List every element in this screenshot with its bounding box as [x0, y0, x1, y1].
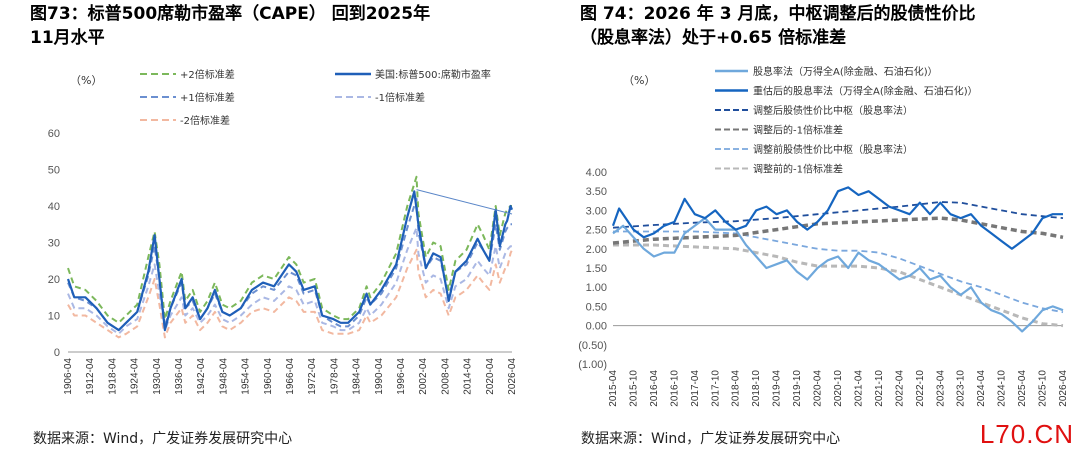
right-title-line2: （股息率法）处于+0.65 倍标准差	[580, 28, 847, 48]
right-y-tick-10: (1.00)	[578, 359, 607, 371]
right-x-tick-6: 2018-04	[731, 370, 742, 407]
left-x-tick-20: 2026-04	[507, 358, 518, 395]
left-x-tick-8: 1954-04	[241, 358, 252, 395]
left-x-tick-15: 1996-04	[396, 358, 407, 395]
left-series-line-0	[66, 190, 514, 332]
left-series-line-4	[67, 248, 513, 339]
right-x-tick-8: 2019-04	[772, 370, 783, 407]
left-x-tick-7: 1948-04	[218, 358, 229, 395]
left-y-tick-2: 20	[48, 274, 60, 286]
left-x-tick-5: 1936-04	[174, 358, 185, 395]
right-x-tick-17: 2023-10	[956, 370, 967, 407]
right-legend-label-4: 调整前股债性价比中枢（股息率法）	[753, 143, 913, 156]
right-x-tick-9: 2019-10	[792, 370, 803, 407]
cape-chart: （%） 0 10 20 30 40 50 60 1906-04 1912-04 1918-04 192…	[48, 68, 518, 395]
left-series-line-1	[67, 175, 512, 324]
left-x-tick-3: 1924-04	[130, 358, 141, 395]
right-source: 数据来源：Wind，广发证券发展研究中心	[581, 431, 841, 447]
right-legend-label-3: 调整后的-1倍标准差	[753, 124, 843, 137]
right-series-line-1	[611, 186, 1063, 250]
left-y-tick-4: 40	[48, 201, 60, 213]
left-source: 数据来源：Wind，广发证券发展研究中心	[33, 431, 293, 447]
right-x-tick-11: 2020-10	[833, 370, 844, 407]
left-y-tick-3: 30	[48, 238, 60, 250]
right-x-tick-16: 2023-04	[935, 370, 946, 407]
right-x-tick-1: 2015-10	[628, 370, 639, 407]
right-legend-label-2: 调整后股债性价比中枢（股息率法）	[753, 104, 913, 117]
right-y-tick-6: 1.00	[586, 282, 607, 294]
left-legend-label-4: -2倍标准差	[180, 114, 230, 127]
left-x-tick-12: 1978-04	[329, 358, 340, 395]
right-y-tick-9: (0.50)	[578, 340, 607, 352]
watermark-logo: L70.CN	[979, 419, 1074, 449]
left-series-line-5	[416, 189, 513, 215]
right-x-tick-3: 2016-10	[669, 370, 680, 407]
right-x-tick-12: 2021-04	[853, 370, 864, 407]
right-x-tick-5: 2017-10	[710, 370, 721, 407]
left-x-tick-13: 1984-04	[352, 358, 363, 395]
right-title-line1: 图 74：2026 年 3 月底，中枢调整后的股债性价比	[580, 4, 976, 24]
right-panel: 图 74：2026 年 3 月底，中枢调整后的股债性价比 （股息率法）处于+0.…	[565, 0, 1080, 453]
right-legend-label-5: 调整前的-1倍标准差	[753, 163, 843, 176]
right-x-tick-15: 2022-10	[915, 370, 926, 407]
left-x-tick-19: 2020-04	[485, 358, 496, 395]
left-panel: 图73：标普500席勒市盈率（CAPE） 回到2025年 11月水平 （%） 0 1…	[30, 2, 530, 447]
left-x-tick-18: 2014-04	[463, 358, 474, 395]
right-y-tick-2: 3.00	[586, 205, 607, 217]
right-x-tick-18: 2024-04	[976, 370, 987, 407]
right-series-line-3	[612, 216, 1064, 245]
right-y-tick-0: 4.00	[586, 167, 607, 179]
right-y-tick-1: 3.50	[586, 186, 607, 198]
right-x-tick-14: 2022-04	[894, 370, 905, 407]
right-x-tick-22: 2026-04	[1058, 370, 1069, 407]
left-series-line-3	[67, 226, 512, 335]
left-y-tick-1: 10	[48, 311, 60, 323]
left-legend-label-3: -1倍标准差	[375, 91, 425, 104]
left-x-tick-16: 2002-04	[418, 358, 429, 395]
equity-bond-chart: （%） 4.00 3.50 3.00 2.50 2.00 1.50 1.00 0.50 0.00 (…	[578, 65, 1069, 407]
right-series-line-5	[613, 243, 1064, 328]
left-x-tick-0: 1906-04	[63, 358, 74, 395]
right-y-tick-7: 0.50	[586, 301, 607, 313]
right-legend-label-0: 股息率法（万得全A(除金融、石油石化)）	[753, 65, 938, 78]
right-y-tick-4: 2.00	[586, 244, 607, 256]
left-x-tick-11: 1972-04	[307, 358, 318, 395]
right-y-tick-3: 2.50	[586, 225, 607, 237]
right-x-tick-19: 2024-10	[997, 370, 1008, 407]
left-legend-label-2: +1倍标准差	[180, 91, 235, 104]
left-legend-label-1: 美国:标普500:席勒市盈率	[375, 68, 491, 81]
right-y-tick-8: 0.00	[586, 321, 607, 333]
left-x-tick-14: 1990-04	[374, 358, 385, 395]
right-x-tick-20: 2025-04	[1017, 370, 1028, 407]
right-x-tick-13: 2021-10	[874, 370, 885, 407]
left-legend-label-0: +2倍标准差	[180, 68, 235, 81]
left-y-tick-0: 0	[54, 347, 60, 359]
right-x-tick-4: 2017-04	[690, 370, 701, 407]
left-title-line2: 11月水平	[30, 28, 105, 48]
left-chart-title: 图73：标普500席勒市盈率（CAPE） 回到2025年 11月水平	[30, 2, 530, 50]
left-x-tick-2: 1918-04	[107, 358, 118, 395]
left-x-tick-6: 1942-04	[196, 358, 207, 395]
left-x-tick-1: 1912-04	[85, 358, 96, 395]
right-y-tick-5: 1.50	[586, 263, 607, 275]
right-x-tick-0: 2015-04	[608, 370, 619, 407]
right-unit-label: （%）	[623, 74, 655, 87]
left-y-tick-6: 60	[48, 128, 60, 140]
left-x-tick-17: 2008-04	[440, 358, 451, 395]
left-x-tick-9: 1960-04	[263, 358, 274, 395]
right-x-tick-7: 2018-10	[751, 370, 762, 407]
left-y-tick-5: 50	[48, 165, 60, 177]
right-chart-title: 图 74：2026 年 3 月底，中枢调整后的股债性价比 （股息率法）处于+0.…	[580, 2, 1075, 50]
right-x-tick-21: 2025-10	[1038, 370, 1049, 407]
left-x-tick-10: 1966-04	[285, 358, 296, 395]
right-series-line-4	[613, 230, 1064, 314]
right-x-tick-10: 2020-04	[813, 370, 824, 407]
right-series-line-0	[612, 217, 1064, 333]
right-legend-label-1: 重估后的股息率法（万得全A(除金融、石油石化)）	[753, 85, 978, 98]
left-x-tick-4: 1930-04	[152, 358, 163, 395]
right-x-tick-2: 2016-04	[649, 370, 660, 407]
left-title-line1: 图73：标普500席勒市盈率（CAPE） 回到2025年	[30, 4, 431, 24]
left-unit-label: （%）	[70, 74, 102, 87]
